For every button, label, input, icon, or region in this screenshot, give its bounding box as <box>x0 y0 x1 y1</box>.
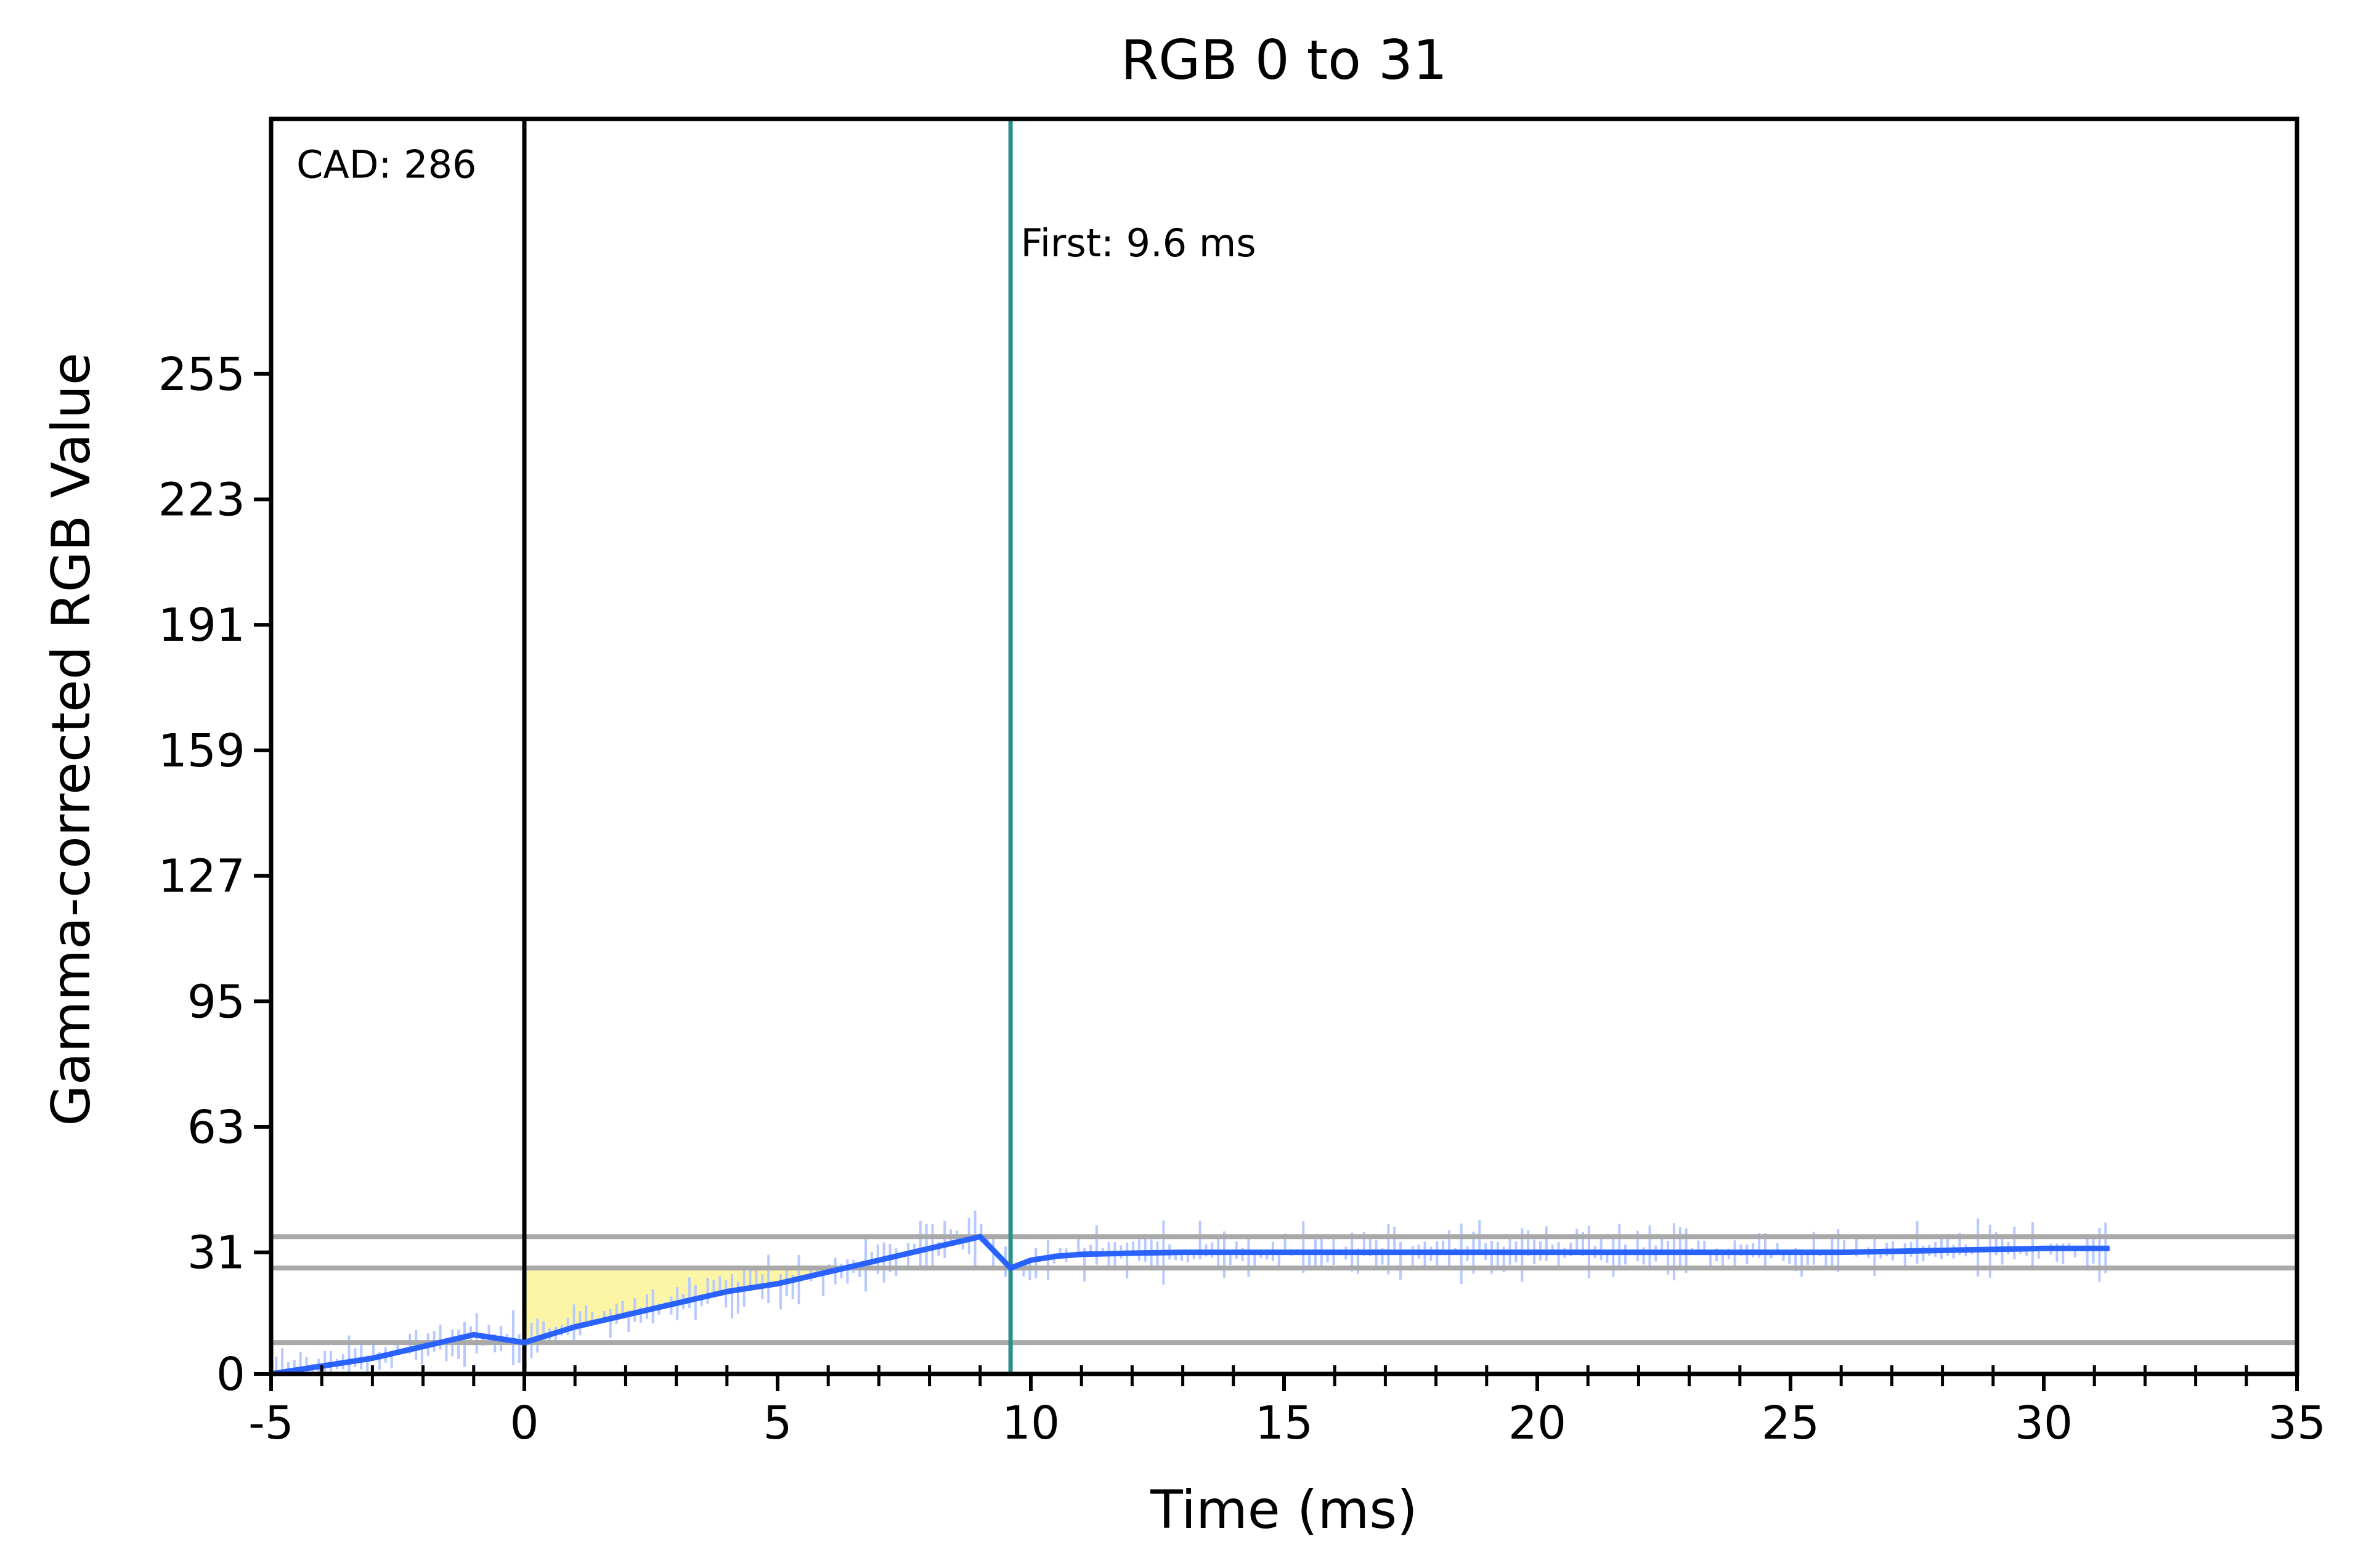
first-annotation: First: 9.6 ms <box>1021 221 1256 266</box>
y-tick-label: 31 <box>187 1227 245 1280</box>
smoothed-series-line <box>270 1233 2110 1377</box>
chart-title: RGB 0 to 31 <box>1121 28 1447 92</box>
y-tick-label: 191 <box>158 599 245 652</box>
plot-area: -5 0 5 10 15 20 25 30 350316395127159191223255CA… <box>158 116 2326 1450</box>
cad-annotation: CAD: 286 <box>296 142 476 187</box>
x-tick-label: -5 <box>248 1397 294 1450</box>
x-tick-label: 15 <box>1255 1397 1313 1450</box>
x-tick-label: 5 <box>763 1397 792 1450</box>
y-axis-label: Gamma-corrected RGB Value <box>41 352 102 1126</box>
y-tick-label: 95 <box>187 975 245 1028</box>
y-tick-label: 63 <box>187 1101 245 1154</box>
x-tick-label: 35 <box>2268 1397 2326 1450</box>
x-tick-label: 25 <box>1762 1397 1819 1450</box>
y-tick-label: 159 <box>158 725 245 778</box>
y-tick-label: 127 <box>158 850 245 903</box>
x-tick-label: 0 <box>510 1397 539 1450</box>
x-tick-label: 20 <box>1508 1397 1566 1450</box>
shaded-region <box>524 1268 1011 1343</box>
y-tick-label: 223 <box>158 473 245 526</box>
x-axis-label: Time (ms) <box>1150 1479 1418 1541</box>
x-tick-label: 10 <box>1002 1397 1060 1450</box>
y-tick-label: 255 <box>158 348 245 401</box>
x-tick-label: 30 <box>2015 1397 2073 1450</box>
y-tick-label: 0 <box>216 1348 245 1401</box>
